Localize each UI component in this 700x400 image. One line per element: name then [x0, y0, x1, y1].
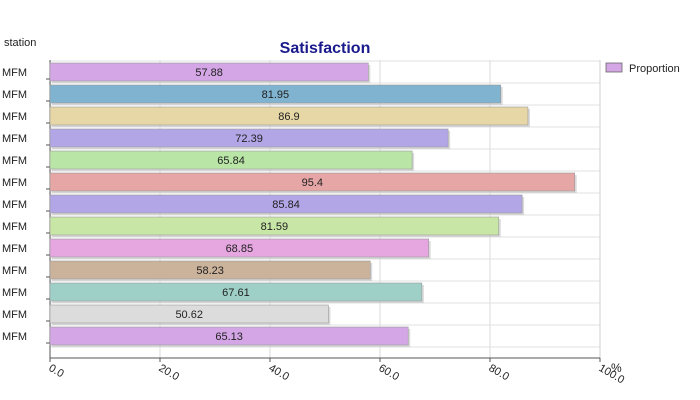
x-tick-labels: 0.0 20.0 40.0 60.0 80.0 100.0: [47, 358, 626, 386]
y-tick-label: MFM: [2, 243, 27, 255]
x-tick-label: 20.0: [157, 362, 182, 383]
bar-4: [49, 128, 449, 148]
bar-6: [49, 172, 576, 192]
bar-7: [49, 194, 523, 214]
bar-1: [49, 62, 369, 82]
y-tick-label: MFM: [2, 309, 27, 321]
y-axis-title: station: [4, 37, 36, 49]
x-axis-title: %: [611, 361, 622, 375]
y-tick-label: MFM: [2, 287, 27, 299]
bar-3: [49, 106, 529, 126]
x-tick-label: 0.0: [47, 362, 66, 380]
data-label: 85.84: [272, 199, 300, 211]
legend: Proportion: [605, 62, 680, 75]
bar-13: [49, 326, 409, 346]
data-label: 65.84: [217, 155, 245, 167]
y-tick-label: MFM: [2, 177, 27, 189]
bar-2: [49, 84, 502, 104]
data-labels: 57.88 81.95 86.9 72.39 65.84 95.485.84 81.59 68…: [175, 67, 323, 343]
y-tick-label: MFM: [2, 67, 27, 79]
data-label: 86.9: [278, 111, 299, 123]
data-label: 68.85: [226, 243, 254, 255]
y-tick-label: MFM: [2, 133, 27, 145]
bar-5: [49, 150, 413, 170]
y-tick-label: MFM: [2, 331, 27, 343]
y-tick-labels: MFM MFM MFM MFM MFM MFM MFM MFM MFM MFM MFM MFM MFM: [2, 67, 50, 344]
x-tick-label: 80.0: [487, 362, 512, 383]
y-tick-label: MFM: [2, 89, 27, 101]
x-tick-label: 60.0: [377, 362, 402, 383]
bars: [49, 62, 577, 347]
data-label: 65.13: [215, 331, 243, 343]
data-label: 95.4: [302, 177, 323, 189]
y-tick-label: MFM: [2, 221, 27, 233]
legend-swatch: [605, 62, 623, 73]
data-label: 72.39: [235, 133, 263, 145]
bar-11: [49, 282, 423, 302]
data-label: 67.61: [222, 287, 250, 299]
chart-title: Satisfaction: [280, 40, 371, 57]
data-label: 57.88: [195, 67, 223, 79]
data-label: 81.95: [262, 89, 290, 101]
data-label: 58.23: [196, 265, 224, 277]
bar-9: [49, 238, 429, 258]
y-tick-label: MFM: [2, 111, 27, 123]
bar-8: [49, 216, 500, 236]
y-tick-label: MFM: [2, 199, 27, 211]
bar-10: [49, 260, 371, 280]
legend-label: Proportion: [629, 63, 680, 75]
data-label: 50.62: [175, 309, 203, 321]
bar-12: [49, 304, 329, 324]
data-label: 81.59: [261, 221, 289, 233]
x-tick-label: 40.0: [267, 362, 292, 383]
y-tick-label: MFM: [2, 265, 27, 277]
y-tick-label: MFM: [2, 155, 27, 167]
